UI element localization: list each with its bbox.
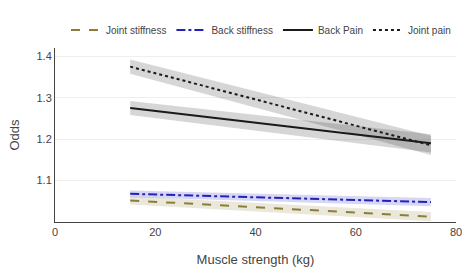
svg-text:1.4: 1.4 — [37, 50, 52, 62]
svg-text:20: 20 — [149, 226, 161, 238]
svg-text:80: 80 — [450, 226, 462, 238]
svg-text:1.3: 1.3 — [37, 92, 52, 104]
svg-text:Joint stiffness: Joint stiffness — [106, 25, 166, 36]
svg-text:Joint pain: Joint pain — [408, 25, 451, 36]
svg-text:Back stiffness: Back stiffness — [211, 25, 273, 36]
svg-text:Back Pain: Back Pain — [318, 25, 363, 36]
svg-text:1.1: 1.1 — [37, 174, 52, 186]
svg-text:Muscle strength (kg): Muscle strength (kg) — [197, 252, 315, 267]
svg-text:0: 0 — [52, 226, 58, 238]
svg-text:40: 40 — [249, 226, 261, 238]
svg-text:1.2: 1.2 — [37, 133, 52, 145]
svg-text:Odds: Odds — [7, 119, 22, 151]
svg-text:60: 60 — [350, 226, 362, 238]
